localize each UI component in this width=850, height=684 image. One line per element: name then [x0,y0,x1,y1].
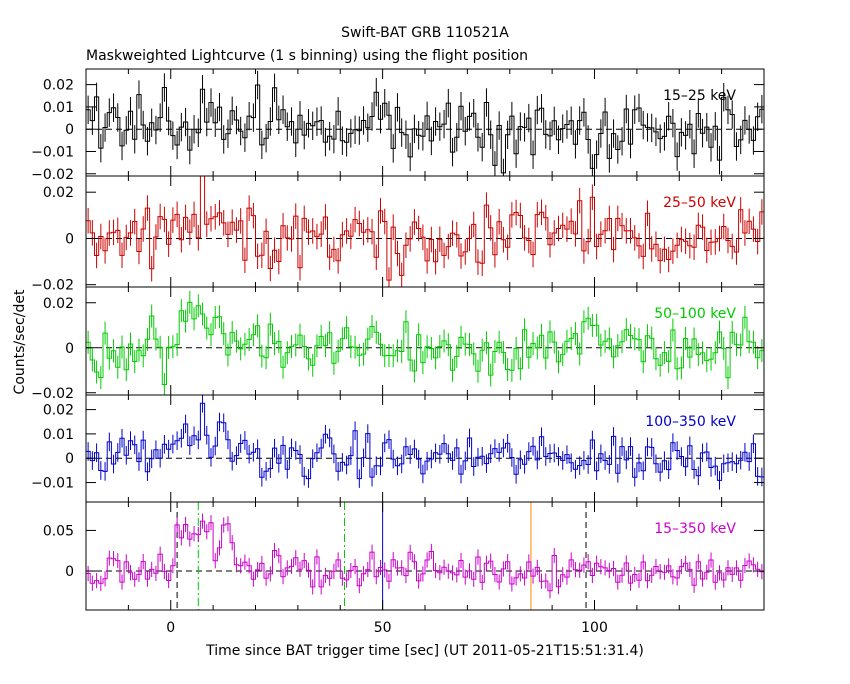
x-tick-label: 100 [581,620,608,636]
y-tick-label: 0.05 [43,523,74,539]
panel-4: −0.01 0 0.01 0.02 100–350 keV [31,394,765,503]
y-tick-label: 0 [65,231,74,247]
panel-3: −0.02 0 0.02 50–100 keV [31,286,765,402]
panel-5: 0 0.05 15–350 keV [43,501,765,611]
step-line [86,301,764,385]
band-label: 15–350 keV [654,521,736,537]
chart-title: Swift-BAT GRB 110521A [341,25,509,41]
x-axis-label: Time since BAT trigger time [sec] (UT 20… [205,643,644,659]
panel-1: −0.02 −0.01 0 0.01 0.02 15–25 keV [31,68,765,183]
y-tick-label: 0.02 [43,296,74,312]
y-tick-label: 0.01 [43,100,74,116]
y-tick-label: 0 [65,122,74,138]
band-label: 15–25 keV [663,88,736,104]
band-label: 25–50 keV [663,195,736,211]
step-line [86,520,764,592]
panel-frame [85,394,765,503]
step-line [86,84,764,174]
y-tick-label: 0 [65,451,74,467]
series-5 [86,513,764,599]
chart-subtitle: Maskweighted Lightcurve (1 s binning) us… [86,48,528,64]
series-2 [86,176,764,287]
y-tick-label: 0 [65,341,74,357]
y-tick-label: −0.02 [31,278,74,294]
panel-2: −0.02 0 0.02 25–50 keV [31,175,765,294]
y-tick-label: 0 [65,564,74,580]
x-tick-label: 0 [166,620,175,636]
series-3 [86,290,764,395]
x-tick-label: 50 [374,620,392,636]
band-label: 50–100 keV [654,306,736,322]
y-tick-label: 0.02 [43,78,74,94]
panel-frame [85,501,765,611]
series-1 [86,70,764,176]
y-tick-label: −0.01 [31,476,74,492]
band-label: 100–350 keV [645,414,736,430]
y-tick-label: −0.01 [31,144,74,160]
series-4 [86,395,764,490]
panels-group: −0.02 −0.01 0 0.01 0.02 15–25 keV −0.02 0 0.02 25… [31,68,765,636]
step-line [86,402,764,481]
y-axis-label: Counts/sec/det [12,289,28,394]
y-tick-label: −0.02 [31,167,74,183]
y-tick-label: 0.01 [43,427,74,443]
step-line [86,176,764,281]
y-tick-label: 0.02 [43,185,74,201]
y-tick-label: −0.02 [31,386,74,402]
y-tick-label: 0.02 [43,403,74,419]
